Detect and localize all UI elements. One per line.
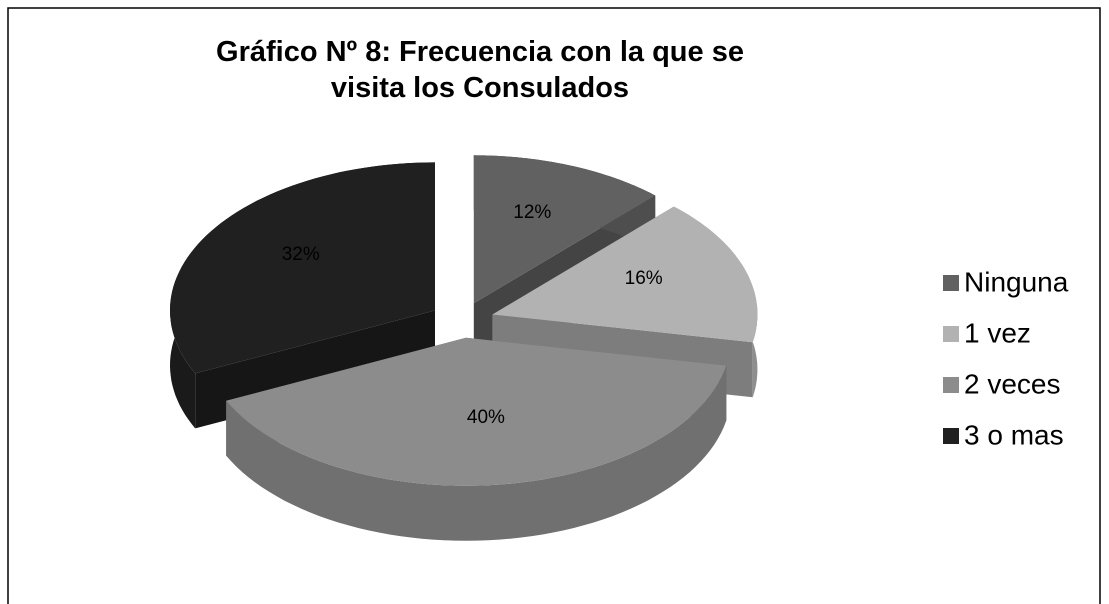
chart-title: Gráfico Nº 8: Frecuencia con la que se v… [216, 36, 744, 104]
legend-swatch [943, 326, 959, 342]
legend-label: Ninguna [964, 266, 1069, 297]
chart-frame [7, 7, 1101, 604]
data-label: 40% [467, 407, 505, 428]
legend-swatch [943, 275, 959, 291]
slice-rim [226, 365, 727, 541]
data-label: 32% [282, 244, 320, 265]
legend-swatch [943, 377, 959, 393]
legend-label: 3 o mas [964, 419, 1064, 450]
legend-label: 1 vez [964, 317, 1031, 348]
slice [492, 206, 758, 343]
slice [473, 155, 656, 304]
data-label: 16% [625, 268, 663, 289]
slice [226, 337, 727, 486]
legend-swatch [943, 428, 959, 444]
slice [170, 162, 435, 374]
data-label: 12% [513, 202, 551, 223]
legend-label: 2 veces [964, 368, 1061, 399]
